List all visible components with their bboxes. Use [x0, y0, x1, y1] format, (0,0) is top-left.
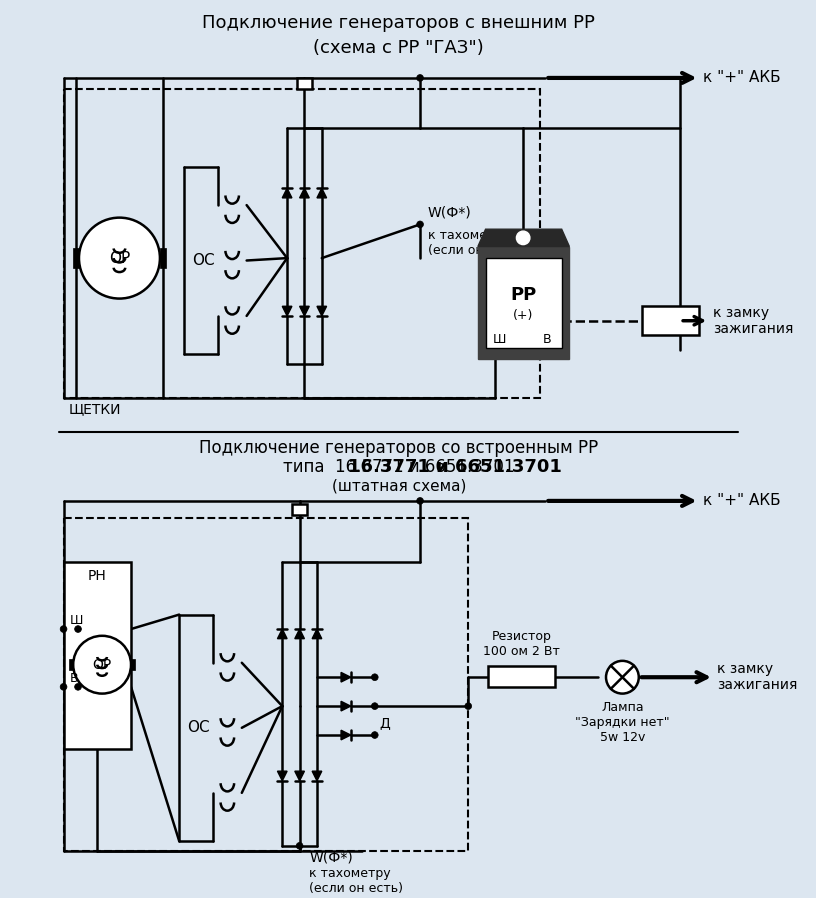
Polygon shape — [341, 673, 351, 682]
Circle shape — [74, 683, 82, 691]
Circle shape — [74, 626, 82, 632]
Circle shape — [371, 732, 378, 738]
Bar — [64, 90, 540, 398]
Bar — [160, 249, 166, 268]
Text: В: В — [69, 672, 78, 685]
Text: РР: РР — [510, 286, 536, 304]
Polygon shape — [478, 229, 570, 247]
Text: к "+" АКБ: к "+" АКБ — [703, 70, 781, 85]
Bar — [73, 249, 79, 268]
Circle shape — [371, 674, 378, 681]
Circle shape — [79, 217, 160, 298]
Text: типа  16.3771 и 6651.3701: типа 16.3771 и 6651.3701 — [283, 458, 515, 476]
Circle shape — [60, 626, 67, 632]
Polygon shape — [478, 247, 570, 359]
Polygon shape — [313, 771, 322, 780]
Polygon shape — [341, 730, 351, 740]
Polygon shape — [341, 701, 351, 711]
Text: W(Ф*): W(Ф*) — [428, 206, 472, 220]
Text: Ш: Ш — [492, 333, 506, 347]
Circle shape — [517, 231, 530, 244]
Bar — [131, 659, 135, 671]
Text: (штатная схема): (штатная схема) — [331, 479, 466, 494]
Text: ОС: ОС — [187, 720, 210, 735]
Text: РН: РН — [88, 569, 107, 584]
Circle shape — [465, 703, 472, 709]
Polygon shape — [295, 771, 304, 780]
Bar — [69, 659, 73, 671]
Polygon shape — [277, 629, 287, 638]
Circle shape — [371, 703, 378, 709]
Polygon shape — [282, 306, 292, 316]
Text: Подключение генераторов с внешним РР: Подключение генераторов с внешним РР — [202, 14, 596, 32]
Polygon shape — [317, 189, 326, 198]
Text: 16.3771 и 6651.3701: 16.3771 и 6651.3701 — [348, 458, 561, 476]
Polygon shape — [282, 189, 292, 198]
Text: Ш: Ш — [69, 614, 82, 627]
Polygon shape — [299, 306, 309, 316]
Circle shape — [606, 661, 639, 693]
Text: к тахометру
(если он есть): к тахометру (если он есть) — [309, 867, 403, 895]
Text: В: В — [543, 333, 552, 347]
Circle shape — [417, 221, 424, 228]
Circle shape — [73, 636, 131, 693]
Circle shape — [296, 842, 303, 850]
Text: ОР: ОР — [109, 251, 130, 266]
Circle shape — [417, 75, 424, 82]
Text: Резистор
100 ом 2 Вт: Резистор 100 ом 2 Вт — [483, 630, 560, 658]
Text: к замку
зажигания: к замку зажигания — [713, 305, 793, 336]
Text: (+): (+) — [513, 310, 534, 322]
Text: ЩЕТКИ: ЩЕТКИ — [69, 402, 121, 417]
Bar — [641, 306, 699, 335]
Polygon shape — [299, 189, 309, 198]
Text: Д: Д — [379, 716, 390, 730]
Circle shape — [417, 497, 424, 505]
Bar — [64, 518, 468, 850]
Bar — [297, 78, 313, 90]
Bar — [486, 258, 561, 348]
Bar — [64, 561, 131, 750]
Polygon shape — [313, 629, 322, 638]
Text: Подключение генераторов со встроенным РР: Подключение генераторов со встроенным РР — [199, 439, 598, 457]
Text: (схема с РР "ГАЗ"): (схема с РР "ГАЗ") — [313, 40, 484, 57]
Text: к тахометру
(если он есть): к тахометру (если он есть) — [428, 229, 521, 257]
Polygon shape — [277, 771, 287, 780]
Text: W(Ф*): W(Ф*) — [309, 850, 353, 865]
Circle shape — [60, 683, 67, 691]
Text: ОС: ОС — [192, 253, 215, 268]
Bar — [487, 665, 555, 687]
Text: ОР: ОР — [92, 657, 112, 672]
Polygon shape — [295, 629, 304, 638]
Bar — [292, 504, 308, 515]
Text: к замку
зажигания: к замку зажигания — [716, 662, 797, 692]
Text: к "+" АКБ: к "+" АКБ — [703, 493, 781, 508]
Text: Лампа
"Зарядки нет"
5w 12v: Лампа "Зарядки нет" 5w 12v — [575, 701, 670, 744]
Polygon shape — [317, 306, 326, 316]
